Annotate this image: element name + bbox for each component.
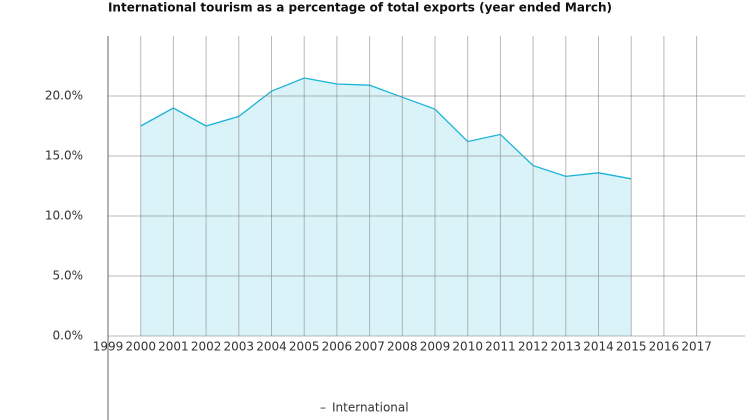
x-tick-label: 2017 xyxy=(681,340,712,354)
x-tick-label: 2012 xyxy=(518,340,549,354)
y-tick-label: 20.0% xyxy=(45,89,83,103)
x-tick-label: 2002 xyxy=(191,340,222,354)
x-tick-label: 2001 xyxy=(158,340,189,354)
series-line xyxy=(140,77,632,180)
legend-dash: – xyxy=(320,401,326,415)
x-tick-label: 2008 xyxy=(387,340,418,354)
y-tick-label: 5.0% xyxy=(53,269,84,283)
legend-label: International xyxy=(332,401,409,415)
x-tick-label: 2004 xyxy=(256,340,287,354)
chart-title: International tourism as a percentage of… xyxy=(108,1,612,15)
area-fill xyxy=(140,78,632,336)
x-tick-label: 2013 xyxy=(551,340,582,354)
x-tick-label: 2015 xyxy=(616,340,647,354)
x-tick-label: 2009 xyxy=(420,340,451,354)
x-tick-label: 2003 xyxy=(224,340,255,354)
x-tick-label: 2016 xyxy=(649,340,680,354)
y-tick-label: 0.0% xyxy=(53,329,84,343)
x-tick-label: 2014 xyxy=(583,340,614,354)
x-tick-label: 2000 xyxy=(125,340,156,354)
x-tick-label: 2011 xyxy=(485,340,516,354)
x-tick-label: 2006 xyxy=(322,340,353,354)
x-tick-label: 2010 xyxy=(452,340,483,354)
y-tick-label: 10.0% xyxy=(45,209,83,223)
y-tick-label: 15.0% xyxy=(45,149,83,163)
x-tick-label: 2007 xyxy=(354,340,385,354)
x-tick-label: 2005 xyxy=(289,340,320,354)
